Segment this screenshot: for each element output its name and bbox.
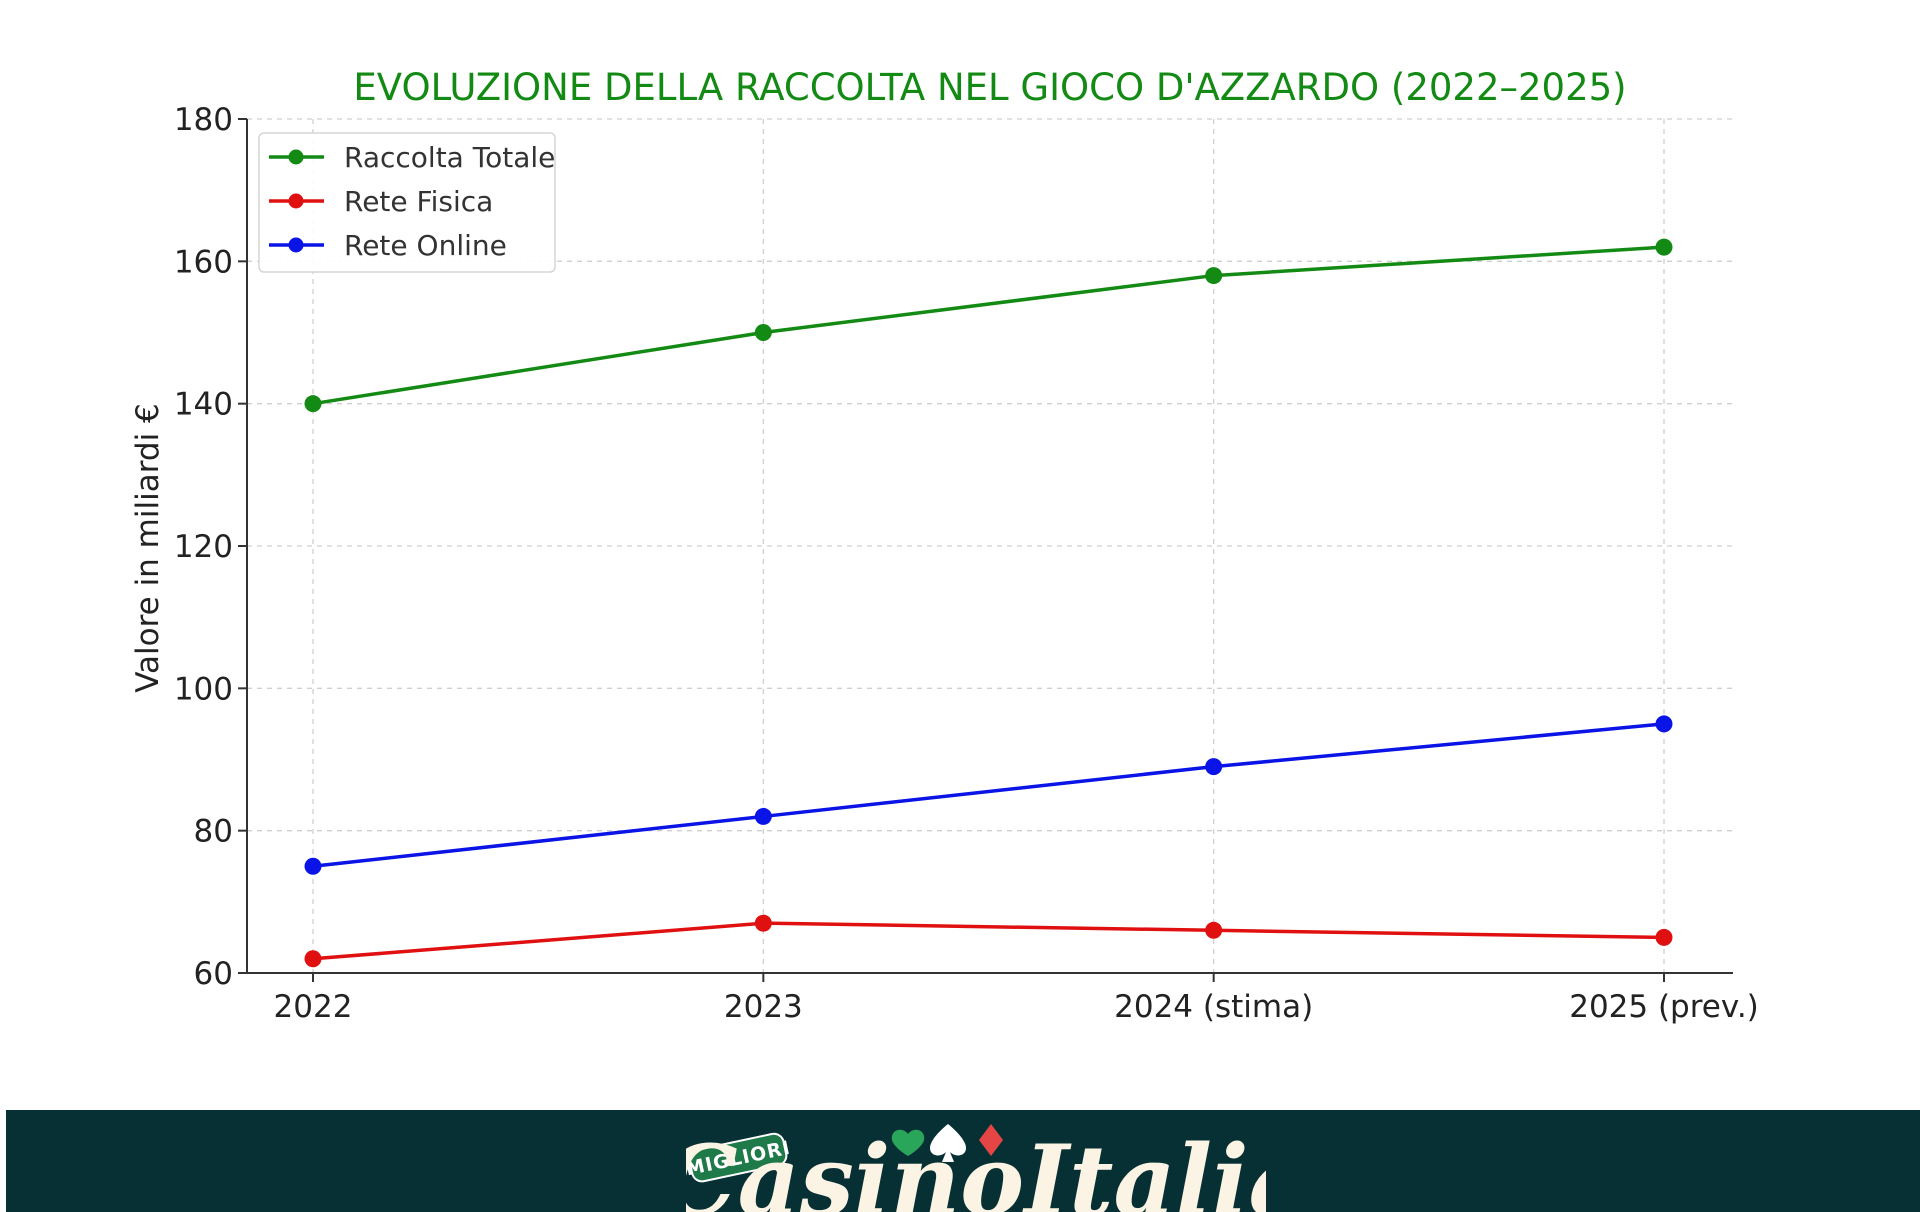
spade-icon xyxy=(930,1124,966,1162)
y-tick-label: 160 xyxy=(174,244,233,280)
series-line xyxy=(312,245,1665,406)
series xyxy=(304,238,1673,968)
legend-label: Rete Online xyxy=(344,229,507,262)
axes: 60 80 100 120 140 160 180 2022 2023 2024 (stima) 2… xyxy=(174,102,1759,1025)
data-point xyxy=(1655,928,1673,946)
legend-swatch-marker xyxy=(288,149,304,165)
data-point xyxy=(1205,758,1223,776)
line-chart: 60 80 100 120 140 160 180 2022 2023 2024 (stima) 2… xyxy=(130,66,1759,1025)
data-point xyxy=(754,914,772,932)
y-tick-label: 60 xyxy=(194,956,233,992)
y-axis-label: Valore in miliardi € xyxy=(130,403,166,693)
series-rete-fisica xyxy=(304,914,1673,968)
data-point xyxy=(304,950,322,968)
data-point xyxy=(1655,238,1673,256)
y-tick-label: 100 xyxy=(174,671,233,707)
data-point xyxy=(304,857,322,875)
y-tick-label: 180 xyxy=(174,102,233,138)
chart-title: EVOLUZIONE DELLA RACCOLTA NEL GIOCO D'AZ… xyxy=(353,66,1626,109)
data-point xyxy=(304,395,322,413)
chart: 60 80 100 120 140 160 180 2022 2023 2024 (stima) 2… xyxy=(130,66,1759,1025)
data-point xyxy=(1205,921,1223,939)
legend-label: Rete Fisica xyxy=(344,185,493,218)
x-tick-label: 2025 (prev.) xyxy=(1569,989,1759,1025)
x-tick-label: 2023 xyxy=(724,989,803,1025)
x-tick-label: 2022 xyxy=(274,989,353,1025)
series-raccolta-totale xyxy=(304,238,1673,413)
legend-label: Raccolta Totale xyxy=(344,141,555,174)
series-line xyxy=(312,921,1665,961)
data-point xyxy=(1655,715,1673,733)
legend-swatch-marker xyxy=(288,193,304,209)
legend-item: Rete Fisica xyxy=(269,185,493,218)
series-rete-online xyxy=(304,715,1673,875)
x-tick-label: 2024 (stima) xyxy=(1114,989,1313,1025)
data-point xyxy=(754,807,772,825)
y-tick-label: 140 xyxy=(174,387,233,423)
diamond-icon xyxy=(979,1124,1003,1156)
casino-italia-logo[interactable]: MIGLIORI CasinoItalia xyxy=(686,1118,1266,1212)
legend-box xyxy=(258,132,556,273)
data-point xyxy=(754,324,772,341)
heart-icon xyxy=(891,1129,925,1156)
logo-main-text: CasinoItalia xyxy=(686,1124,1266,1212)
data-point xyxy=(1205,267,1223,285)
legend: Raccolta Totale Rete Fisica Rete Online xyxy=(258,132,556,273)
legend-swatch-marker xyxy=(288,237,304,253)
legend-item: Rete Online xyxy=(269,229,507,262)
legend-item: Raccolta Totale xyxy=(269,141,555,174)
series-line xyxy=(312,722,1665,868)
y-tick-label: 120 xyxy=(174,529,233,565)
footer-banner: MIGLIORI CasinoItalia xyxy=(6,1110,1920,1212)
y-tick-label: 80 xyxy=(194,814,233,850)
